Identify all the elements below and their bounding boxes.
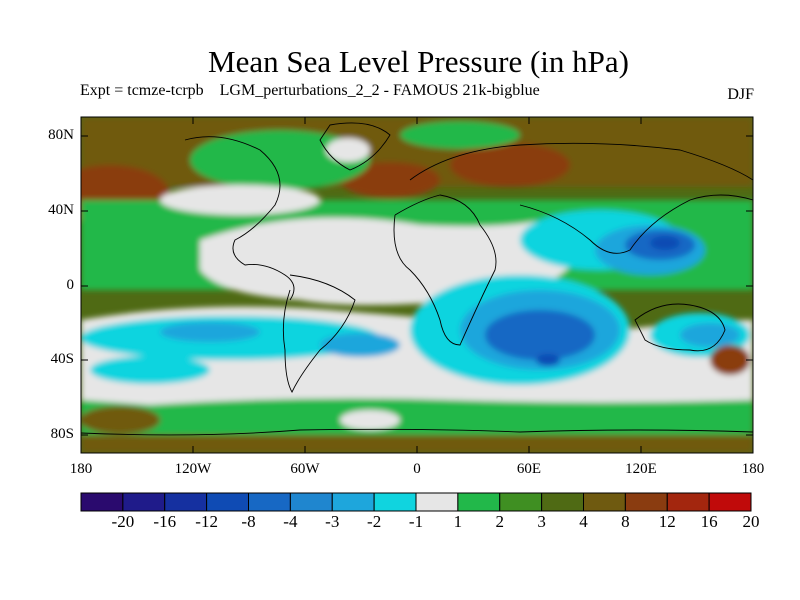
lat-label-0: 0 [66, 277, 75, 293]
colorbar-box [457, 492, 501, 512]
colorbar-label: -16 [153, 512, 177, 531]
colorbar-box [415, 492, 459, 512]
field-greenland-grey [326, 138, 370, 162]
colorbar-box [499, 492, 543, 512]
field-wp-core [650, 236, 680, 250]
colorbar-box [708, 492, 752, 512]
colorbar-label: 3 [537, 512, 546, 531]
colorbar-box [541, 492, 584, 512]
colorbar-box [624, 492, 668, 512]
field-eurasia-brown [450, 143, 570, 187]
colorbar-box [248, 492, 291, 512]
colorbar-label: 1 [453, 512, 463, 531]
field-antarctic-brown [81, 435, 753, 453]
experiment-subtitle: Expt = tcmze-tcrpb LGM_perturbations_2_2… [80, 82, 540, 99]
coast-eurasia [409, 142, 753, 254]
field-io-deep [485, 310, 595, 360]
colorbar-label: 8 [621, 512, 630, 531]
coast-north-america [184, 136, 295, 301]
lon-label-0: 0 [413, 461, 421, 477]
field-aus-blue [680, 323, 740, 347]
coast-south-america [282, 274, 356, 393]
colorbar-label: -8 [241, 512, 256, 531]
colorbar-box [164, 492, 208, 512]
colorbar-box [80, 492, 124, 512]
field-atlantic-brown [340, 162, 440, 198]
colorbar [80, 492, 752, 512]
lon-label-120e: 120E [625, 461, 657, 477]
colorbar-box [583, 492, 626, 512]
colorbar-box [666, 492, 710, 512]
colorbar-label: -4 [283, 512, 298, 531]
coast-africa [393, 194, 497, 346]
colorbar-label: 2 [495, 512, 505, 531]
field-south-grey-patch [340, 410, 400, 430]
field-sp2-cyan [90, 356, 210, 384]
colorbar-box [122, 492, 166, 512]
field-na-grey [160, 185, 320, 215]
lat-label-80n: 80N [48, 127, 74, 143]
coast-greenland [319, 122, 391, 171]
map-title: Mean Sea Level Pressure (in hPa) [208, 44, 629, 79]
field-io-core [536, 354, 560, 366]
field-greenland-green [190, 130, 370, 190]
pressure-field [81, 117, 753, 453]
field-sw-brown [710, 345, 750, 375]
coast-antarctica [81, 428, 753, 436]
lon-label-180e: 180 [741, 461, 765, 477]
field-spac-brown [81, 406, 160, 434]
colorbar-label: -1 [408, 512, 424, 531]
colorbar-label: 20 [742, 512, 760, 531]
season-label: DJF [727, 86, 754, 103]
colorbar-label: 16 [700, 512, 718, 531]
field-arctic-green [400, 121, 520, 149]
coastlines [81, 122, 753, 436]
lat-label-80s: 80S [50, 426, 74, 442]
colorbar-box [206, 492, 249, 512]
colorbar-label: 4 [579, 512, 588, 531]
coast-australia [634, 303, 726, 352]
lon-label-60e: 60E [516, 461, 542, 477]
colorbar-label: 12 [658, 512, 676, 531]
colorbar-box [373, 492, 417, 512]
colorbar-label: -12 [195, 512, 218, 531]
colorbar-label: -2 [367, 512, 382, 531]
field-sp-blue [160, 322, 260, 342]
colorbar-label: -20 [111, 512, 135, 531]
lat-label-40n: 40N [48, 202, 74, 218]
lon-label-120w: 120W [174, 461, 212, 477]
axis-ticks [80, 117, 754, 453]
colorbar-box [289, 492, 333, 512]
colorbar-box [331, 492, 375, 512]
lon-label-180w: 180 [69, 461, 93, 477]
colorbar-label: -3 [325, 512, 340, 531]
lon-label-60w: 60W [290, 461, 320, 477]
field-sa-blue [320, 333, 400, 357]
lat-label-40s: 40S [50, 351, 74, 367]
